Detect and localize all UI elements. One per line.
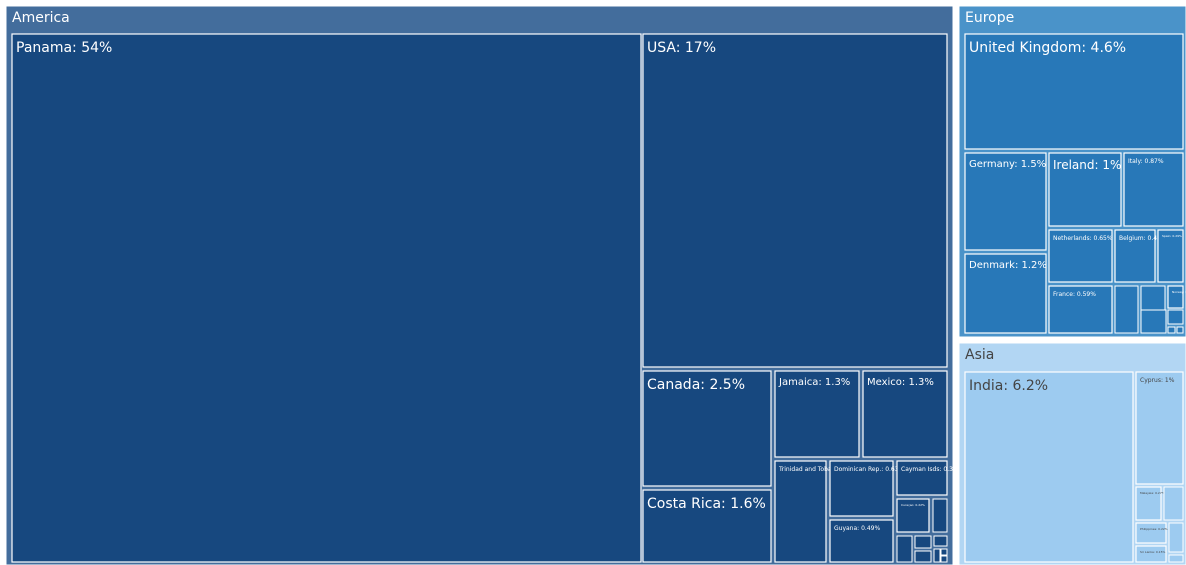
tile-label-united-kingdom: United Kingdom: 4.6% xyxy=(969,40,1126,56)
tile-malaysia[interactable] xyxy=(1135,486,1162,521)
tile-label-panama: Panama: 54% xyxy=(16,40,112,56)
tile-label-malaysia: Malaysia: 0.27% xyxy=(1140,491,1165,495)
tile-mexico[interactable] xyxy=(862,370,948,458)
tile-germany[interactable] xyxy=(964,152,1047,251)
tile-small-america-4[interactable] xyxy=(933,535,948,547)
tile-label-belgium: Belgium: 0.43% xyxy=(1119,235,1167,242)
tile-label-cyprus: Cyprus: 1% xyxy=(1140,377,1175,384)
tile-label-trinidad-and-tobago: Trinidad and Tobago: 0.95% xyxy=(778,466,862,473)
tile-small-asia-2[interactable] xyxy=(1168,554,1184,563)
tile-small-europe-5[interactable] xyxy=(1176,326,1184,334)
tile-trinidad-and-tobago[interactable] xyxy=(774,460,827,563)
tile-small-america-2[interactable] xyxy=(914,535,932,549)
tile-panama[interactable] xyxy=(11,33,642,563)
tile-label-netherlands: Netherlands: 0.65% xyxy=(1053,235,1113,242)
tile-small-europe-3[interactable] xyxy=(1167,309,1184,325)
tile-ireland[interactable] xyxy=(1048,152,1122,227)
tile-united-kingdom[interactable] xyxy=(964,33,1184,150)
tile-small-america-6[interactable] xyxy=(940,548,948,556)
tile-italy[interactable] xyxy=(1123,152,1184,227)
tile-canada[interactable] xyxy=(642,370,772,487)
group-label-asia: Asia xyxy=(965,347,994,363)
tile-label-dominican-rep: Dominican Rep.: 0.63% xyxy=(834,466,905,473)
tile-label-costa-rica: Costa Rica: 1.6% xyxy=(647,496,766,512)
group-asia: Asia India: 6.2% Cyprus: 1% Malaysia: 0.27%… xyxy=(958,342,1186,565)
tile-denmark[interactable] xyxy=(964,253,1047,334)
tile-costa-rica[interactable] xyxy=(642,489,772,563)
tile-small-asia-1[interactable] xyxy=(1168,522,1184,553)
tile-label-cayman-isds: Cayman Isds: 0.33% xyxy=(901,466,963,473)
tile-small-asia-0[interactable] xyxy=(1163,486,1184,521)
group-europe: Europe United Kingdom: 4.6% Germany: 1.5% I… xyxy=(958,5,1186,338)
tile-label-denmark: Denmark: 1.2% xyxy=(969,260,1047,271)
tile-label-germany: Germany: 1.5% xyxy=(969,159,1046,170)
tile-small-europe-4[interactable] xyxy=(1167,326,1176,334)
group-label-europe: Europe xyxy=(965,10,1014,26)
tile-label-ireland: Ireland: 1% xyxy=(1053,158,1121,172)
tile-label-france: France: 0.59% xyxy=(1053,291,1096,298)
tile-sri-lanka[interactable] xyxy=(1135,545,1167,563)
tile-small-america-5[interactable] xyxy=(933,548,941,563)
tile-label-guyana: Guyana: 0.49% xyxy=(834,525,880,532)
tile-spain[interactable] xyxy=(1157,229,1184,283)
group-america: America Panama: 54% USA: 17% Canada: 2.5% Co… xyxy=(5,5,963,565)
tile-label-canada: Canada: 2.5% xyxy=(647,377,745,393)
tile-label-mexico: Mexico: 1.3% xyxy=(867,377,934,388)
tile-small-america-7[interactable] xyxy=(940,555,948,563)
tile-norway[interactable] xyxy=(1167,285,1184,309)
tile-cyprus[interactable] xyxy=(1135,371,1184,485)
tile-belgium[interactable] xyxy=(1114,229,1156,283)
tile-small-america-1[interactable] xyxy=(896,535,913,563)
tile-usa[interactable] xyxy=(642,33,948,368)
tile-jamaica[interactable] xyxy=(774,370,860,458)
tile-label-italy: Italy: 0.87% xyxy=(1128,158,1164,165)
tile-dominican-rep[interactable] xyxy=(829,460,894,517)
tile-cura-ao[interactable] xyxy=(896,498,930,533)
tile-small-america-3[interactable] xyxy=(914,550,932,563)
tile-label-usa: USA: 17% xyxy=(647,40,716,56)
tile-small-europe-0[interactable] xyxy=(1114,285,1139,334)
tile-label-jamaica: Jamaica: 1.3% xyxy=(778,377,850,388)
tile-label-india: India: 6.2% xyxy=(969,378,1048,394)
tile-label-spain: Spain: 0.29% xyxy=(1162,234,1182,238)
group-label-america: America xyxy=(12,10,70,26)
tile-label-cura-ao: Curaçao: 0.22% xyxy=(901,503,925,507)
tile-philippines[interactable] xyxy=(1135,522,1167,544)
tile-small-europe-2[interactable] xyxy=(1140,309,1167,334)
tile-france[interactable] xyxy=(1048,285,1113,334)
tile-cayman-isds[interactable] xyxy=(896,460,948,496)
tile-netherlands[interactable] xyxy=(1048,229,1113,283)
tile-label-philippines: Philippines: 0.22% xyxy=(1140,527,1168,531)
tile-guyana[interactable] xyxy=(829,519,894,563)
tile-india[interactable] xyxy=(964,371,1134,563)
tile-label-sri-lanka: Sri Lanka: 0.15% xyxy=(1140,550,1166,554)
tile-small-america-0[interactable] xyxy=(932,498,948,533)
tile-label-norway: Norway: 0.19% xyxy=(1172,290,1186,294)
